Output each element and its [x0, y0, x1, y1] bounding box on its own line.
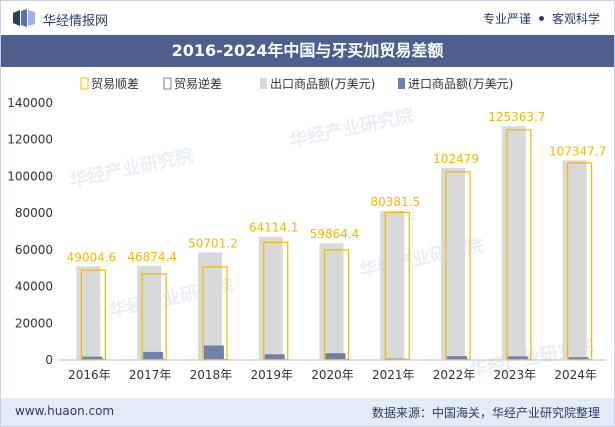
x-tick-label: 2017年 [129, 368, 172, 382]
surplus-bar [567, 162, 593, 361]
import-bar [264, 354, 285, 360]
data-label: 107347.7 [549, 144, 606, 158]
export-bar [258, 236, 283, 360]
import-bar [507, 356, 528, 360]
import-bar [325, 353, 346, 360]
bar-chart: 华经产业研究院华经产业研究院华经产业研究院华经产业研究院华经产业研究院贸易顺差贸… [7, 76, 606, 382]
data-label: 46874.4 [127, 250, 177, 264]
data-label: 59864.4 [310, 227, 360, 241]
export-bar [137, 265, 162, 360]
chart-title: 2016-2024年中国与牙买加贸易差额 [1, 35, 614, 67]
y-tick-label: 60000 [15, 243, 53, 257]
export-bar [319, 243, 344, 360]
legend-label: 贸易逆差 [174, 76, 222, 91]
tagline: 专业严谨 客观科学 [483, 10, 600, 27]
brand-name: 华经情报网 [43, 14, 109, 29]
export-bar [380, 210, 405, 360]
import-bar [143, 351, 164, 360]
data-label: 49004.6 [67, 250, 117, 264]
surplus-bar [141, 273, 167, 361]
y-tick-label: 120000 [7, 133, 53, 147]
legend-label: 进口商品额(万美元) [408, 76, 513, 91]
y-tick-label: 0 [45, 353, 53, 367]
legend-surplus-icon [80, 77, 89, 90]
export-bar [197, 252, 222, 360]
watermark-text: 华经产业研究院 [357, 234, 485, 282]
surplus-bar [506, 129, 532, 361]
import-bar [203, 345, 224, 360]
x-tick-label: 2018年 [190, 368, 233, 382]
legend-label: 出口商品额(万美元) [270, 76, 375, 91]
data-label: 50701.2 [188, 236, 238, 250]
y-tick-label: 140000 [7, 96, 53, 110]
surplus-bar [80, 269, 106, 361]
x-tick-label: 2024年 [554, 368, 597, 382]
x-tick-label: 2016年 [68, 368, 111, 382]
header-bar: 华经情报网 专业严谨 客观科学 [1, 1, 614, 35]
surplus-bar [445, 171, 471, 361]
surplus-bar [323, 249, 350, 361]
separator-dot-icon [538, 16, 544, 21]
data-label: 125363.7 [488, 110, 545, 124]
data-label: 102479 [433, 152, 479, 166]
import-bar [82, 356, 103, 360]
surplus-bar [263, 241, 289, 361]
y-tick-label: 40000 [15, 280, 53, 294]
watermark-text: 华经产业研究院 [287, 104, 415, 152]
import-bar [568, 357, 589, 360]
x-tick-label: 2022年 [433, 368, 476, 382]
x-tick-label: 2023年 [494, 368, 537, 382]
footer-site: www.huaon.com [15, 404, 115, 418]
x-tick-label: 2020年 [311, 368, 354, 382]
x-tick-label: 2021年 [372, 368, 415, 382]
huajing-logo-icon [13, 9, 35, 27]
legend-export-icon [260, 78, 267, 89]
surplus-bar [202, 266, 228, 361]
export-bar [441, 167, 466, 360]
footer-bar: www.huaon.com 数据来源：中国海关，华经产业研究院整理 [1, 398, 614, 426]
x-tick-label: 2019年 [250, 368, 293, 382]
export-bar [501, 126, 526, 360]
legend-import-icon [398, 78, 405, 89]
data-label: 64114.1 [249, 221, 299, 235]
footer-source: 数据来源：中国海关，华经产业研究院整理 [371, 406, 600, 420]
tag-right: 客观科学 [551, 12, 600, 26]
export-bar [76, 266, 101, 360]
legend-label: 贸易顺差 [91, 77, 139, 91]
y-tick-label: 20000 [15, 316, 53, 330]
import-bar [447, 356, 468, 360]
export-bar [562, 160, 587, 360]
y-tick-label: 100000 [7, 169, 53, 183]
tag-left: 专业严谨 [482, 12, 531, 26]
surplus-bar [384, 211, 410, 361]
legend-deficit-icon [163, 77, 172, 90]
data-label: 80381.5 [370, 195, 420, 209]
y-tick-label: 80000 [15, 206, 53, 220]
watermark-text: 华经产业研究院 [67, 144, 195, 192]
